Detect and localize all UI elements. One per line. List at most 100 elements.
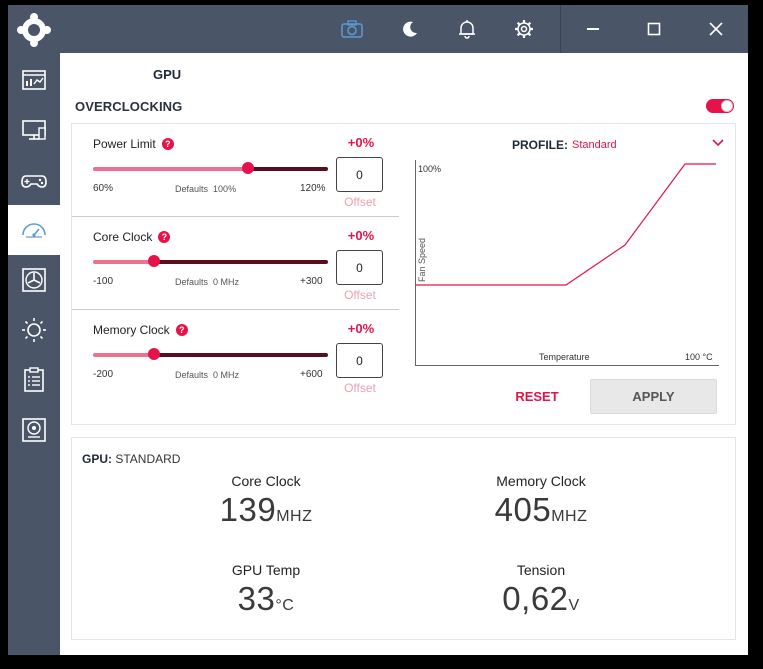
stat-number: 33 (237, 580, 276, 617)
profile-select[interactable]: Standard (572, 139, 617, 151)
defaults-label: Defaults (175, 184, 209, 194)
settings-button[interactable] (502, 5, 546, 53)
speaker-icon (22, 418, 46, 442)
clipboard-icon (24, 367, 44, 392)
memory-clock-row: Memory Clock ? +0% -200 Defaults 0 MHz +… (72, 310, 399, 403)
core-clock-max: +300 (300, 276, 323, 287)
memory-clock-max: +600 (300, 369, 323, 380)
app-logo (8, 5, 60, 55)
page-title: GPU (153, 67, 182, 82)
sidebar-item-lighting[interactable] (8, 305, 60, 355)
power-limit-defaults: Defaults 100% (175, 184, 236, 194)
stat-number: 405 (494, 491, 552, 528)
stats-title-profile: STANDARD (112, 452, 181, 466)
brightness-icon (22, 318, 46, 342)
memory-clock-thumb[interactable] (148, 348, 161, 360)
sidebar-item-fan[interactable] (8, 255, 60, 305)
profile-label: PROFILE: (512, 138, 568, 152)
gamepad-icon (21, 175, 47, 188)
minimize-icon (587, 28, 599, 30)
memory-clock-defaults: Defaults 0 MHz (175, 370, 239, 380)
defaults-value: 0 MHz (213, 277, 240, 287)
section-title: OVERCLOCKING (75, 99, 183, 114)
core-clock-thumb[interactable] (148, 255, 161, 267)
help-icon[interactable]: ? (175, 324, 188, 336)
speedometer-icon (22, 223, 46, 238)
stat-label: Tension (516, 562, 566, 578)
title-bar-divider (560, 5, 561, 53)
gpu-stats-panel: GPU: STANDARD Core Clock 139MHZ Memory C… (71, 437, 736, 640)
x-axis-label: Temperature (539, 352, 590, 362)
power-limit-row: Power Limit ? +0% 60% Defaults 100% 120%… (72, 124, 399, 217)
sidebar-item-dashboard[interactable] (8, 55, 60, 105)
overclocking-panel: Power Limit ? +0% 60% Defaults 100% 120%… (71, 123, 736, 425)
chevron-down-icon (712, 139, 724, 147)
defaults-value: 0 MHz (213, 370, 240, 380)
help-icon[interactable]: ? (161, 138, 174, 150)
slider-label-text: Core Clock (93, 230, 153, 244)
stat-core-clock: Core Clock 139MHZ (166, 473, 366, 529)
memory-clock-input[interactable]: 0 (336, 343, 383, 378)
memory-clock-min: -200 (93, 369, 114, 380)
power-limit-track[interactable] (93, 167, 328, 171)
stat-label: GPU Temp (231, 562, 301, 578)
app-window: GPU OVERCLOCKING Power Limit ? +0% 60% D… (8, 5, 748, 655)
stat-unit: MHZ (276, 508, 313, 525)
stat-label: Memory Clock (496, 473, 586, 489)
close-button[interactable] (688, 5, 744, 53)
moon-icon (403, 21, 417, 37)
memory-clock-label: Memory Clock ? (93, 323, 188, 337)
minimize-button[interactable] (565, 5, 621, 53)
stat-tension: Tension 0,62V (441, 562, 641, 618)
notifications-button[interactable] (445, 5, 489, 53)
power-limit-thumb[interactable] (242, 162, 255, 174)
stat-value: 33°C (166, 580, 366, 618)
apply-button[interactable]: APPLY (590, 379, 717, 414)
sidebar-item-monitor[interactable] (8, 105, 60, 155)
core-clock-track[interactable] (93, 260, 328, 264)
slider-label-text: Power Limit (93, 137, 156, 151)
stat-unit: V (568, 597, 580, 614)
stat-number: 0,62 (502, 580, 569, 617)
stat-label: Core Clock (231, 473, 301, 489)
dark-mode-button[interactable] (388, 5, 432, 53)
stat-unit: °C (275, 597, 295, 614)
stats-title: GPU: STANDARD (82, 452, 180, 466)
screenshot-button[interactable] (330, 5, 374, 53)
core-clock-label: Core Clock ? (93, 230, 171, 244)
stat-value: 405MHZ (441, 491, 641, 529)
stat-value: 0,62V (441, 580, 641, 618)
fan-curve-chart[interactable]: 100% Fan Speed Temperature 100 °C (415, 160, 719, 368)
help-icon[interactable]: ? (158, 231, 171, 243)
power-limit-percent: +0% (347, 135, 375, 150)
power-limit-max: 120% (300, 183, 326, 194)
maximize-button[interactable] (625, 5, 683, 53)
sidebar-item-audio[interactable] (8, 405, 60, 455)
memory-clock-percent: +0% (347, 321, 375, 336)
stat-unit: MHZ (551, 508, 588, 525)
power-limit-input[interactable]: 0 (336, 157, 383, 192)
power-limit-offset-label: Offset (344, 195, 376, 209)
core-clock-row: Core Clock ? +0% -100 Defaults 0 MHz +30… (72, 217, 399, 310)
core-clock-input[interactable]: 0 (336, 250, 383, 285)
x-max-label: 100 °C (685, 352, 713, 362)
sidebar-item-overclocking[interactable] (8, 205, 60, 255)
stats-title-prefix: GPU: (82, 452, 112, 466)
camera-icon (341, 20, 363, 38)
overclocking-toggle[interactable] (706, 99, 734, 113)
core-clock-min: -100 (93, 276, 114, 287)
power-limit-label: Power Limit ? (93, 137, 174, 151)
reset-button[interactable]: RESET (515, 388, 559, 404)
sidebar (8, 5, 60, 655)
fan-curve-line[interactable] (415, 163, 716, 286)
memory-clock-track[interactable] (93, 353, 328, 357)
stat-value: 139MHZ (166, 491, 366, 529)
title-bar (60, 5, 748, 53)
sidebar-item-gaming[interactable] (8, 155, 60, 205)
core-clock-percent: +0% (347, 228, 375, 243)
power-limit-min: 60% (93, 183, 114, 194)
sidebar-item-tasks[interactable] (8, 355, 60, 405)
profile-dropdown-button[interactable] (711, 135, 725, 153)
defaults-label: Defaults (175, 370, 209, 380)
fan-icon (22, 268, 46, 292)
